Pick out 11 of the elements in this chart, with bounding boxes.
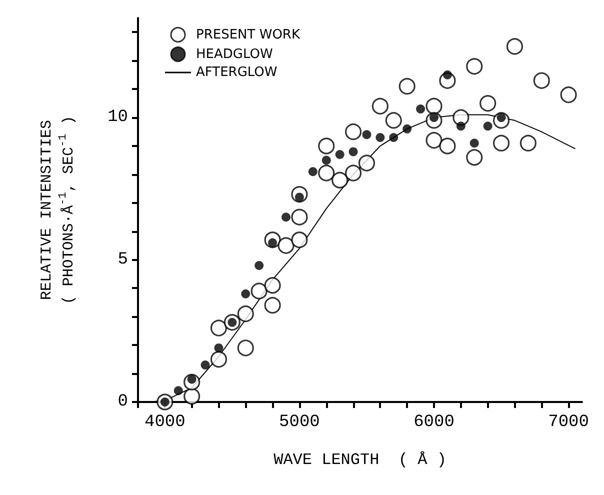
y-tick-label: 0 [118,392,128,412]
legend-label: PRESENT WORK [196,27,300,42]
legend-label: AFTERGLOW [196,65,278,80]
x-tick-label: 4000 [144,413,186,432]
legend-label: HEADGLOW [196,46,273,62]
y-tick-label: 10 [108,108,128,128]
x-tick-label: 5000 [279,413,320,432]
x-tick-label: 7000 [548,413,589,432]
y-tick-label: 5 [118,250,128,270]
x-axis-title: WAVE LENGTH ( Å ) [274,451,446,469]
x-tick-label: 6000 [414,413,454,432]
